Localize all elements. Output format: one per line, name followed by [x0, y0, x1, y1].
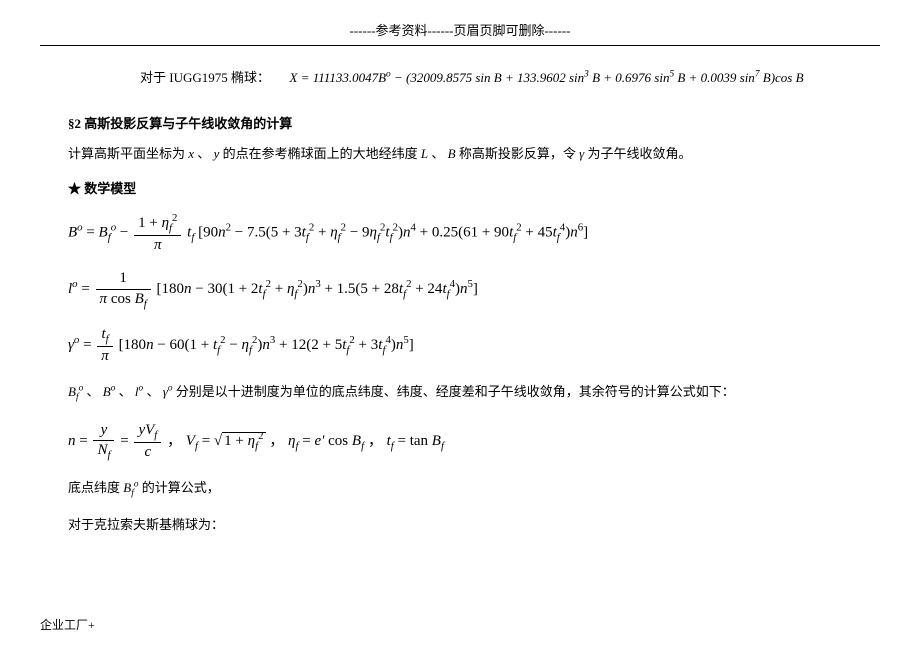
text: 、 [431, 146, 444, 161]
text: 分别是以十进制度为单位的底点纬度、纬度、经度差和子午线收敛角，其余符号的计算公式… [176, 384, 735, 399]
base-lat-line: 底点纬度 Bfo 的计算公式， [40, 476, 880, 502]
var-x: x [188, 146, 194, 161]
ellipsoid-line: 对于 IUGG1975 椭球： X = 111133.0047Bo − (320… [40, 66, 880, 89]
section-title: §2 高斯投影反算与子午线收敛角的计算 [40, 113, 880, 132]
sep: 、 [146, 384, 159, 399]
krasovsky-line: 对于克拉索夫斯基椭球为： [40, 513, 880, 536]
formula-l: lo = 1π cos Bf [180n − 30(1 + 2tf2 + ηf2… [40, 269, 880, 311]
intro-paragraph: 计算高斯平面坐标为 x 、 y 的点在参考椭球面上的大地经纬度 L 、 B 称高… [40, 142, 880, 165]
formula-gamma: γo = tfπ [180n − 60(1 + tf2 − ηf2)n3 + 1… [40, 325, 880, 367]
symbols-description: Bfo 、 Bo 、 lo 、 γo 分别是以十进制度为单位的底点纬度、纬度、经… [40, 380, 880, 406]
text: 底点纬度 [68, 480, 120, 495]
var-y: y [214, 146, 220, 161]
sep: 、 [86, 384, 99, 399]
ellipsoid-formula: X = 111133.0047Bo − (32009.8575 sin B + … [290, 70, 804, 85]
model-title: ★ 数学模型 [40, 178, 880, 197]
var-gamma: γ [579, 146, 584, 161]
page-header: ------参考资料------页眉页脚可删除------ [40, 20, 880, 39]
text: 的点在参考椭球面上的大地经纬度 [223, 146, 421, 161]
formula-aux: n = yNf = yVfc ， Vf = √1 + ηf2 ， ηf = e′… [40, 421, 880, 463]
var-l: L [421, 146, 428, 161]
formula-b: Bo = Bfo − 1 + ηf2π tf [90n2 − 7.5(5 + 3… [40, 211, 880, 256]
var-b: B [448, 146, 456, 161]
text: 为子午线收敛角。 [587, 146, 691, 161]
page-footer: 企业工厂+ [40, 616, 880, 633]
text: 的计算公式， [142, 480, 220, 495]
header-rule [40, 45, 880, 46]
ellipsoid-prefix: 对于 IUGG1975 椭球： [140, 70, 270, 85]
sep: 、 [119, 384, 132, 399]
text: 计算高斯平面坐标为 [68, 146, 188, 161]
text: 称高斯投影反算，令 [459, 146, 579, 161]
text: 、 [197, 146, 213, 161]
